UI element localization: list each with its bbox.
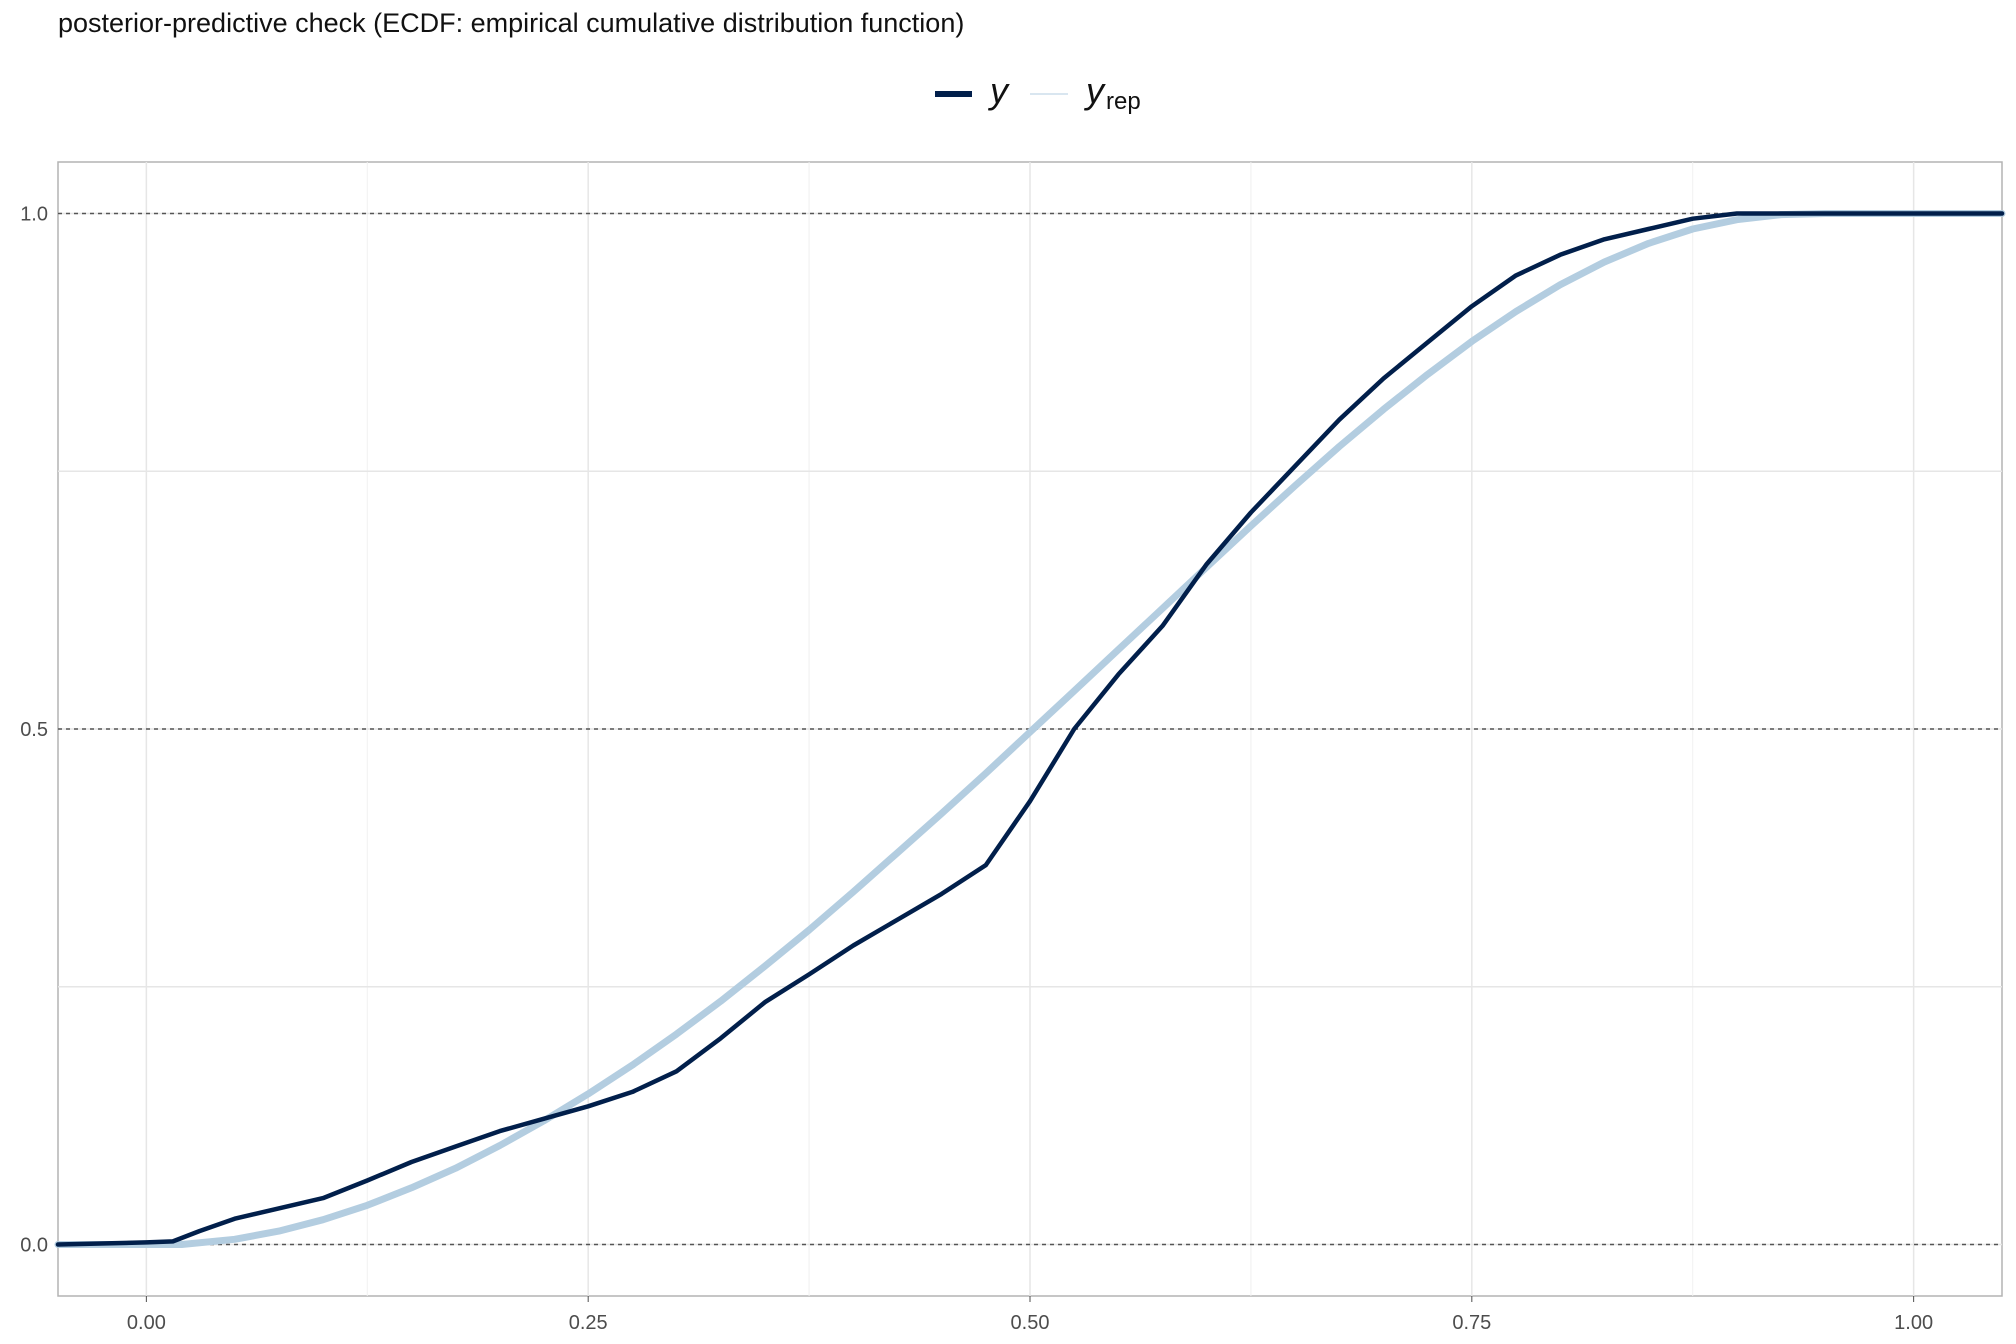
legend-y-label: y [987,70,1010,111]
y-tick-label: 0.5 [20,719,48,741]
legend-yrep-base: y [1083,70,1106,111]
chart-title: posterior-predictive check (ECDF: empiri… [58,8,965,38]
x-axis: 0.00 0.25 0.50 0.75 1.00 [127,1296,1933,1334]
y-tick-label: 0.0 [20,1234,48,1256]
x-tick-label: 1.00 [1894,1312,1933,1334]
y-tick-label: 1.0 [20,204,48,226]
legend-yrep-label: yrep [1083,70,1141,115]
legend: y yrep [935,70,1141,115]
legend-yrep-subscript: rep [1106,88,1141,115]
x-tick-label: 0.00 [127,1312,166,1334]
series-y-line [55,211,2005,1247]
series-yrep-line [54,210,2006,1248]
x-tick-label: 0.50 [1011,1312,1050,1334]
x-tick-label: 0.75 [1452,1312,1491,1334]
y-axis: 0.0 0.5 1.0 [20,204,48,1257]
series-layer [54,210,2006,1248]
x-tick-label: 0.25 [569,1312,608,1334]
